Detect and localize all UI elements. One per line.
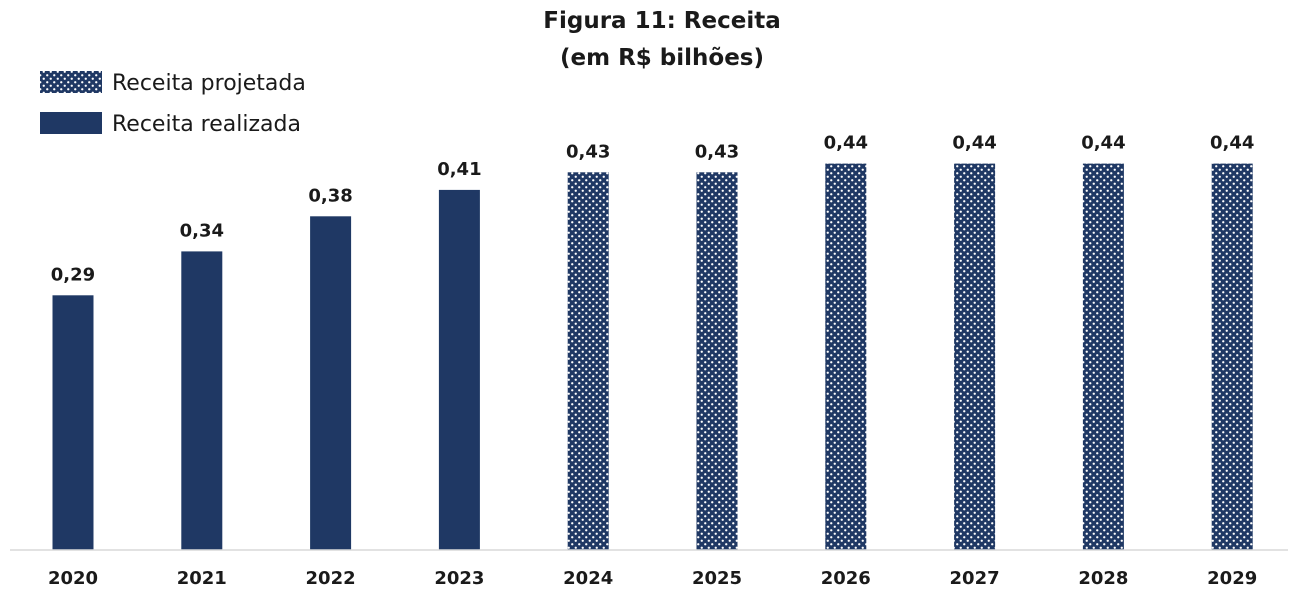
bar-2026 [825, 163, 867, 550]
bar-2029 [1211, 163, 1253, 550]
bar-2027 [954, 163, 996, 550]
data-label-2025: 0,43 [695, 141, 739, 162]
bar-2025 [696, 172, 738, 551]
bar-2028 [1082, 163, 1124, 550]
x-tick-2026: 2026 [821, 568, 871, 589]
bars [52, 163, 1253, 551]
x-tick-2028: 2028 [1078, 568, 1128, 589]
data-label-2029: 0,44 [1210, 133, 1254, 154]
x-tick-2021: 2021 [177, 568, 227, 589]
legend: Receita projetada Receita realizada [40, 71, 306, 137]
bar-2020 [52, 295, 94, 550]
x-tick-2027: 2027 [950, 568, 1000, 589]
legend-swatch-realizada [40, 112, 102, 134]
bar-2021 [181, 251, 223, 550]
data-label-2027: 0,44 [952, 133, 996, 154]
x-tick-2020: 2020 [48, 568, 98, 589]
x-tick-2025: 2025 [692, 568, 742, 589]
data-label-2020: 0,29 [51, 264, 95, 285]
bar-2024 [567, 172, 609, 551]
data-label-2028: 0,44 [1081, 133, 1125, 154]
data-label-2021: 0,34 [180, 220, 224, 241]
legend-label-realizada: Receita realizada [112, 112, 301, 137]
data-label-2022: 0,38 [308, 185, 352, 206]
x-tick-2023: 2023 [434, 568, 484, 589]
legend-swatch-projetada [40, 71, 102, 93]
x-axis-tick-labels: 2020 2021 2022 2023 2024 2025 2026 2027 2028 2029 [48, 568, 1257, 589]
bar-2023 [438, 189, 480, 550]
data-label-2023: 0,41 [437, 159, 481, 180]
legend-label-projetada: Receita projetada [112, 71, 306, 96]
bar-2022 [310, 216, 352, 551]
x-tick-2024: 2024 [563, 568, 613, 589]
chart-subtitle: (em R$ bilhões) [560, 45, 764, 71]
x-tick-2022: 2022 [306, 568, 356, 589]
x-tick-2029: 2029 [1207, 568, 1257, 589]
data-label-2024: 0,43 [566, 141, 610, 162]
chart-title: Figura 11: Receita [543, 8, 780, 34]
data-label-2026: 0,44 [824, 133, 868, 154]
data-labels: 0,29 0,34 0,38 0,41 0,43 0,43 0,44 0,44 0,44 0,44 [51, 133, 1255, 286]
